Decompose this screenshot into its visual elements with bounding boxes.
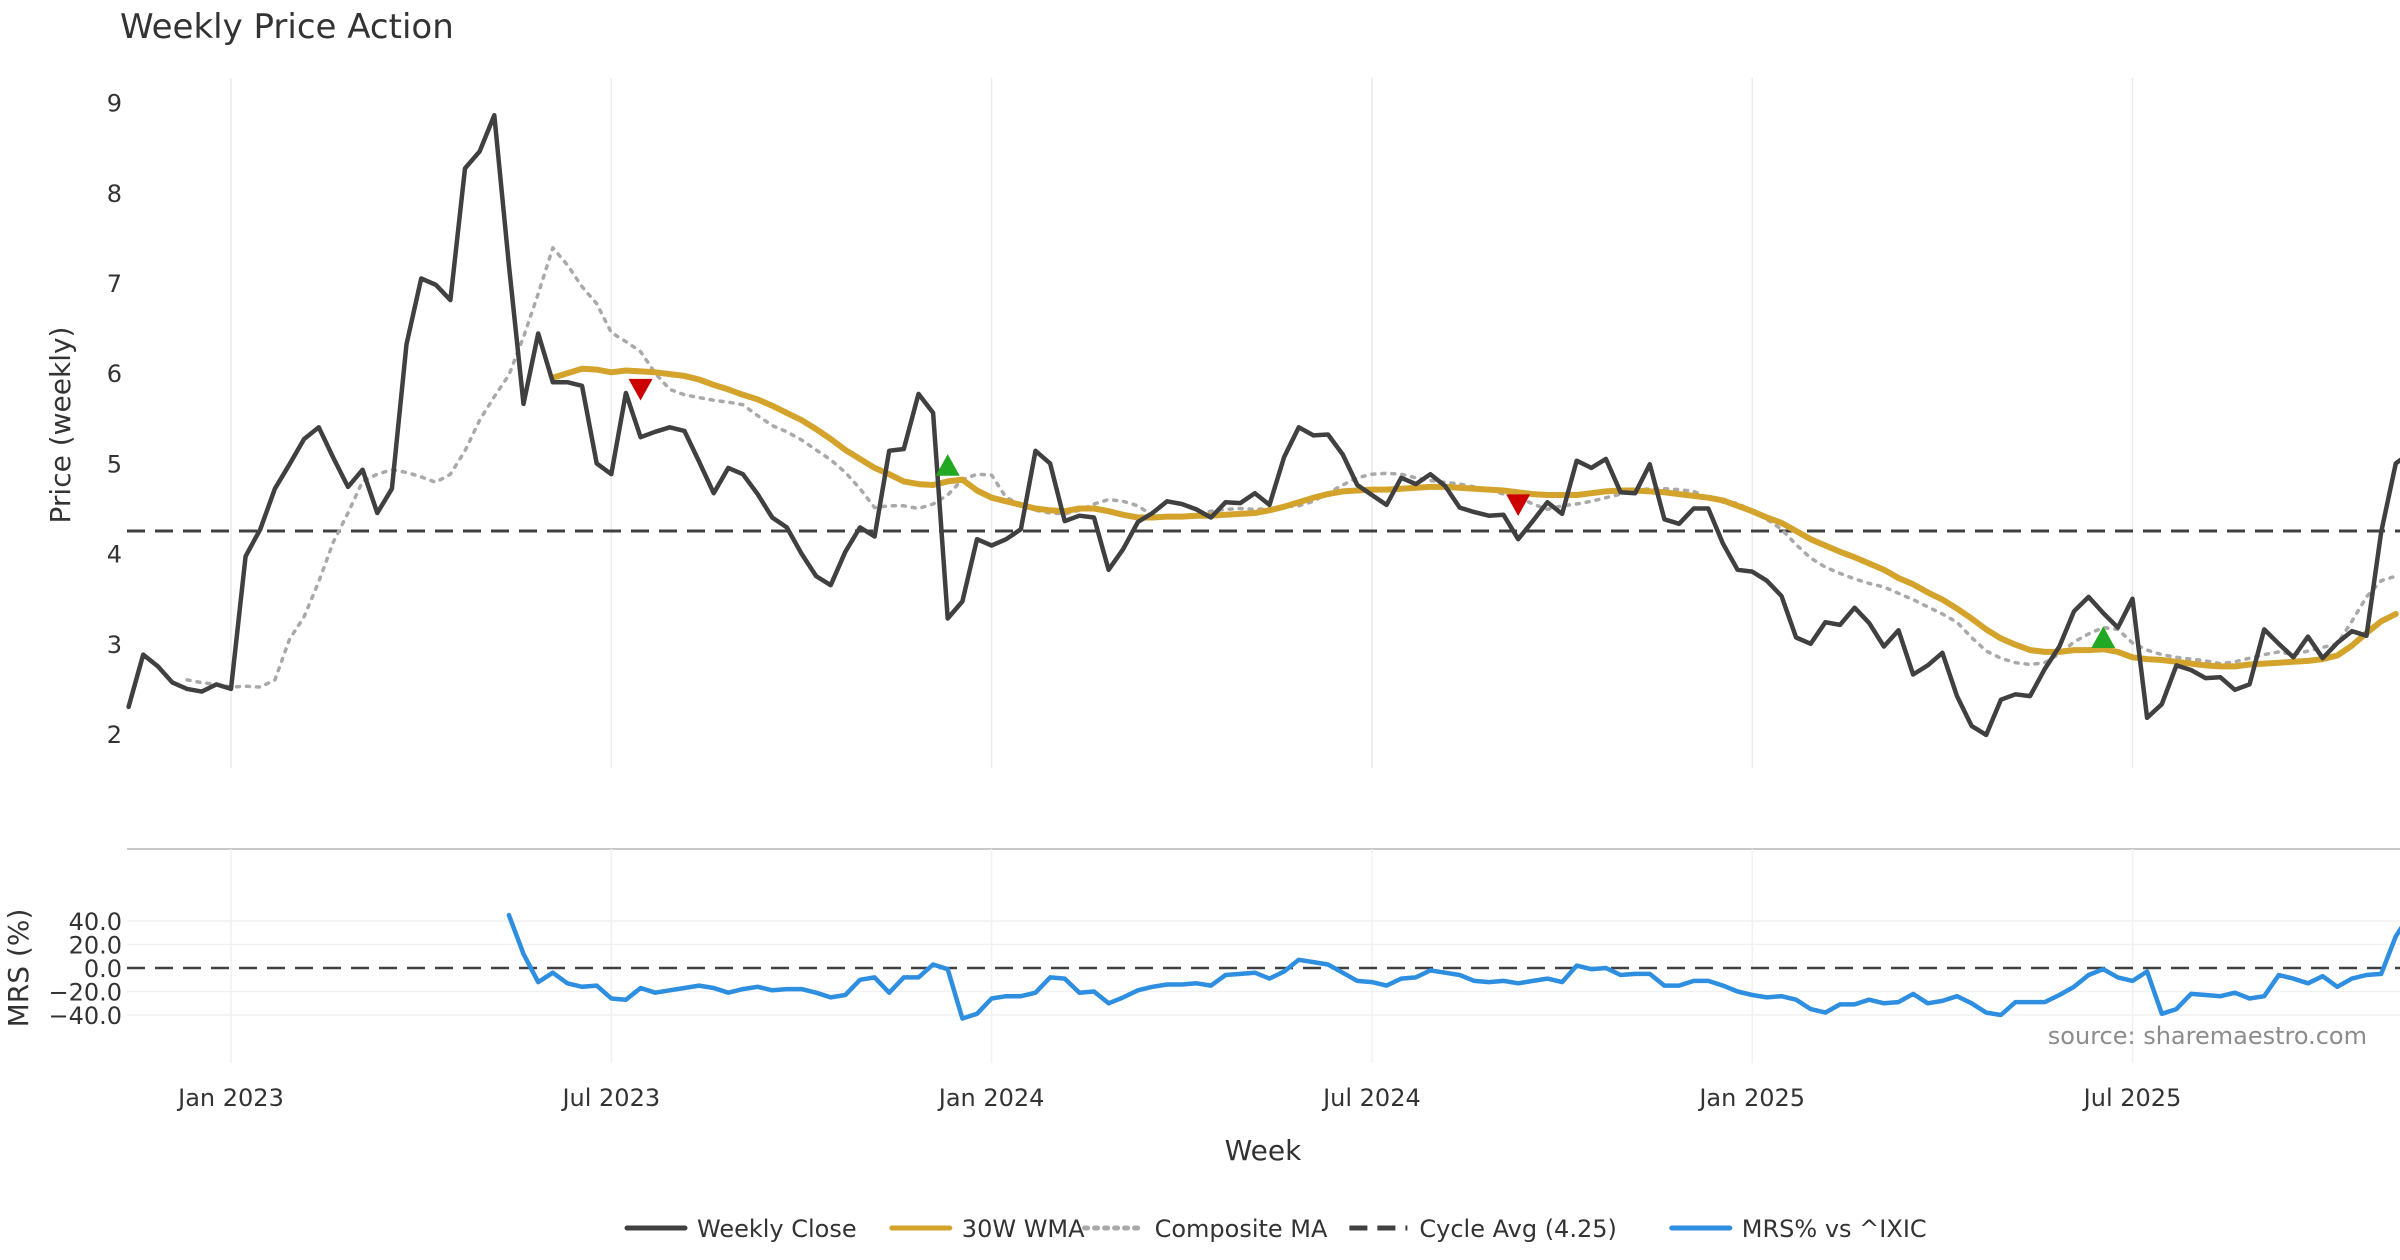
x-ticks: Jan 2023 Jul 2023 Jan 2024 Jul 2024 Jan 2025…	[176, 1084, 2181, 1112]
price-y-tick-label: 7	[107, 270, 122, 298]
buy-signal-marker	[935, 454, 960, 476]
source-annotation: source: sharemaestro.com	[2048, 1022, 2367, 1050]
legend-cycle-avg-label: Cycle Avg (4.25)	[1419, 1215, 1616, 1243]
x-tick-label: Jan 2024	[937, 1084, 1045, 1112]
legend-composite-ma-label: Composite MA	[1155, 1215, 1328, 1243]
price-y-ticks: 2 3 4 5 6 7 8 9	[107, 90, 122, 749]
legend-weekly-close-label: Weekly Close	[697, 1215, 857, 1243]
buy-signal-marker	[2091, 626, 2116, 648]
x-axis-label: Week	[1225, 1134, 1302, 1167]
mrs-grid	[127, 849, 2400, 1063]
mrs-y-tick-label: 0.0	[84, 955, 122, 983]
price-y-tick-label: 6	[107, 360, 122, 388]
mrs-y-ticks: 40.020.00.0−20.0−40.0	[48, 908, 122, 1030]
x-tick-label: Jan 2025	[1697, 1084, 1805, 1112]
mrs-y-tick-label: 40.0	[69, 908, 122, 936]
price-y-tick-label: 9	[107, 90, 122, 118]
mrs-y-tick-label: 20.0	[69, 932, 122, 960]
legend: Weekly Close 30W WMA Composite MA Cycle Avg…	[624, 1215, 1927, 1243]
price-y-tick-label: 2	[107, 721, 122, 749]
price-y-tick-label: 5	[107, 450, 122, 478]
price-panel: 2 3 4 5 6 7 8 9 Price (weekly)	[44, 78, 2400, 768]
mrs-y-tick-label: −20.0	[48, 979, 122, 1007]
mrs-panel: 40.020.00.0−20.0−40.0 MRS (%) source: sh…	[2, 848, 2400, 1063]
chart-title: Weekly Price Action	[120, 7, 454, 47]
price-y-tick-label: 3	[107, 631, 122, 659]
x-tick-label: Jul 2024	[1321, 1084, 1421, 1112]
mrs-line	[506, 912, 2400, 1021]
mrs-y-axis-label: MRS (%)	[2, 909, 35, 1028]
wma-30w-line	[549, 365, 2399, 670]
price-y-tick-label: 4	[107, 541, 122, 569]
sell-signal-marker	[1506, 494, 1531, 516]
price-y-tick-label: 8	[107, 180, 122, 208]
signal-markers	[628, 378, 2116, 648]
price-y-axis-label: Price (weekly)	[44, 327, 77, 524]
sell-signal-marker	[628, 378, 653, 401]
legend-wma-label: 30W WMA	[962, 1215, 1085, 1243]
x-tick-label: Jan 2023	[176, 1084, 284, 1112]
weekly-close-line	[126, 112, 2400, 738]
x-tick-label: Jul 2023	[560, 1084, 660, 1112]
x-tick-label: Jul 2025	[2082, 1084, 2182, 1112]
mrs-y-tick-label: −40.0	[48, 1002, 122, 1030]
composite-ma-line	[185, 246, 2398, 689]
legend-mrs-label: MRS% vs ^IXIC	[1742, 1215, 1927, 1243]
price-grid	[230, 78, 2134, 768]
